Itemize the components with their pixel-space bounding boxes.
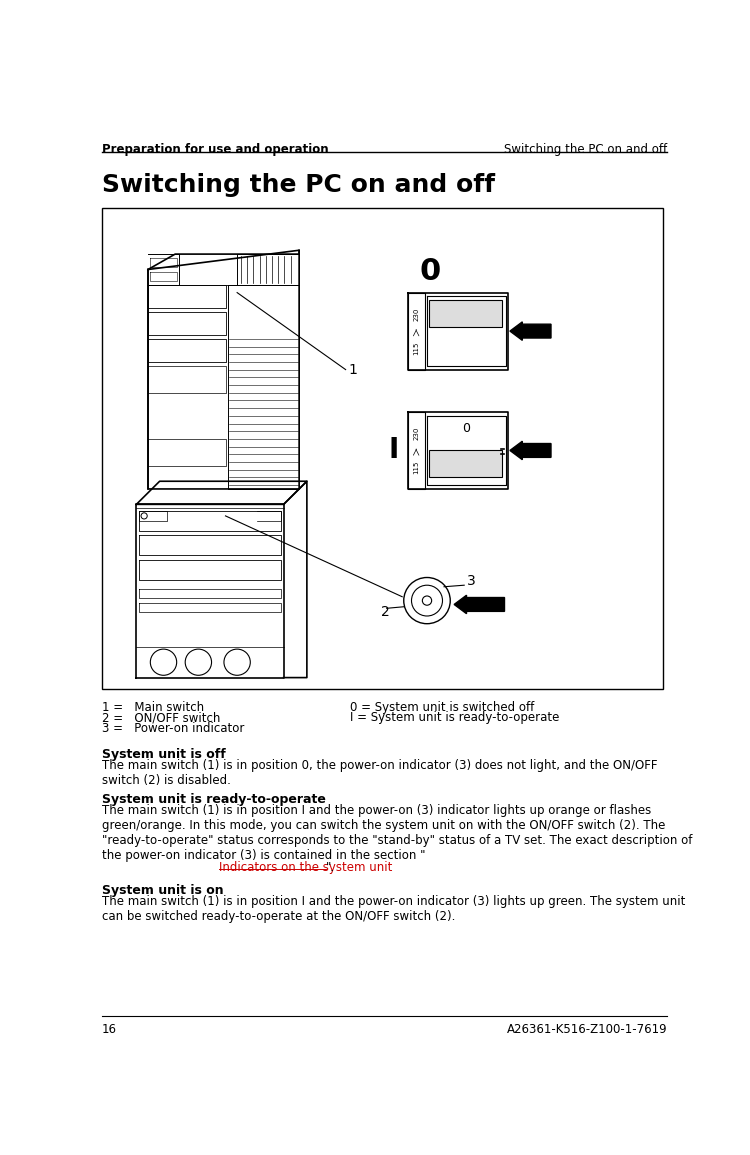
Text: A26361-K516-Z100-1-7619: A26361-K516-Z100-1-7619 <box>507 1022 668 1036</box>
Text: 3 =   Power-on indicator: 3 = Power-on indicator <box>101 722 244 736</box>
Circle shape <box>422 596 432 605</box>
Text: I = System unit is ready-to-operate: I = System unit is ready-to-operate <box>350 711 559 724</box>
Text: 230: 230 <box>413 427 419 440</box>
Text: The main switch (1) is in position 0, the power-on indicator (3) does not light,: The main switch (1) is in position 0, th… <box>101 759 657 788</box>
Text: 0: 0 <box>462 423 470 435</box>
Text: 0: 0 <box>419 258 440 286</box>
Text: 3: 3 <box>467 574 476 588</box>
Text: 1: 1 <box>348 363 357 377</box>
Bar <box>101 208 663 690</box>
Text: 0 = System unit is switched off: 0 = System unit is switched off <box>350 701 534 714</box>
Text: Preparation for use and operation: Preparation for use and operation <box>101 143 328 156</box>
Text: 115: 115 <box>413 342 419 355</box>
Bar <box>429 300 502 327</box>
FancyArrow shape <box>510 441 551 460</box>
Text: 1 =   Main switch: 1 = Main switch <box>101 701 203 714</box>
Text: Indicators on the system unit: Indicators on the system unit <box>219 860 393 874</box>
FancyArrow shape <box>454 595 505 613</box>
Text: 230: 230 <box>413 307 419 321</box>
Text: The main switch (1) is in position I and the power-on (3) indicator lights up or: The main switch (1) is in position I and… <box>101 804 692 862</box>
Text: Switching the PC on and off: Switching the PC on and off <box>504 143 668 156</box>
Text: ".: ". <box>326 860 335 874</box>
Text: The main switch (1) is in position I and the power-on indicator (3) lights up gr: The main switch (1) is in position I and… <box>101 895 685 923</box>
Text: 2: 2 <box>380 605 389 619</box>
Text: Switching the PC on and off: Switching the PC on and off <box>101 173 494 198</box>
Bar <box>429 450 502 477</box>
FancyArrow shape <box>510 322 551 341</box>
Text: 2 =   ON/OFF switch: 2 = ON/OFF switch <box>101 711 220 724</box>
Text: 16: 16 <box>101 1022 116 1036</box>
Text: I: I <box>388 437 399 464</box>
Text: System unit is off: System unit is off <box>101 748 225 761</box>
Text: System unit is ready-to-operate: System unit is ready-to-operate <box>101 793 326 806</box>
Text: 115: 115 <box>413 461 419 474</box>
Text: System unit is on: System unit is on <box>101 884 224 897</box>
